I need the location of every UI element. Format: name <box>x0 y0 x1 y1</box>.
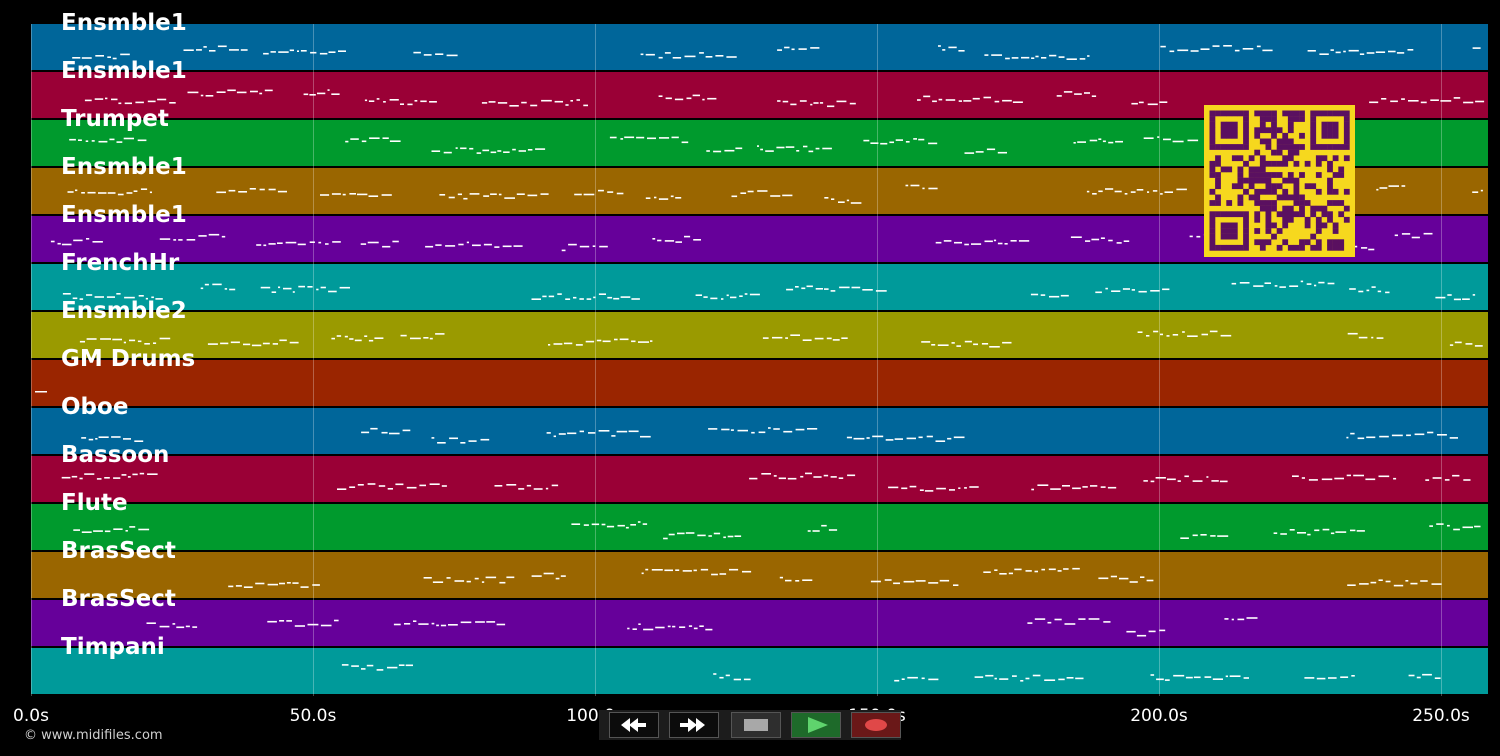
track-label: GM Drums <box>61 346 196 372</box>
time-tick-label: 250.0s <box>1412 706 1470 726</box>
track-lane[interactable] <box>31 600 1488 646</box>
gridline <box>595 24 596 696</box>
track-label: BrasSect <box>61 586 176 612</box>
track-lane[interactable] <box>31 264 1488 310</box>
track-label: BrasSect <box>61 538 176 564</box>
record-button[interactable] <box>851 712 901 738</box>
rewind-button[interactable] <box>609 712 659 738</box>
time-tick-label: 0.0s <box>13 706 49 726</box>
track-lane[interactable] <box>31 648 1488 694</box>
track-lane[interactable] <box>31 552 1488 598</box>
fast-forward-icon <box>680 718 705 732</box>
track-label: Bassoon <box>61 442 170 468</box>
track-lane[interactable] <box>31 360 1488 406</box>
copyright-text: © www.midifiles.com <box>24 728 163 743</box>
track-label: Ensmble1 <box>61 154 187 180</box>
stop-button[interactable] <box>731 712 781 738</box>
gridline <box>313 24 314 696</box>
gridline <box>1159 24 1160 696</box>
track-label: FrenchHr <box>61 250 180 276</box>
play-icon <box>808 717 828 733</box>
track-lane[interactable] <box>31 408 1488 454</box>
track-lane[interactable] <box>31 456 1488 502</box>
stop-icon <box>744 719 768 731</box>
track-lane[interactable] <box>31 504 1488 550</box>
rewind-icon <box>621 718 646 732</box>
track-lane[interactable] <box>31 24 1488 70</box>
track-lane[interactable] <box>31 312 1488 358</box>
track-label: Oboe <box>61 394 129 420</box>
time-tick-label: 50.0s <box>289 706 337 726</box>
transport-bar <box>599 710 901 740</box>
gridline <box>1441 24 1442 696</box>
record-icon <box>865 719 887 731</box>
track-label: Trumpet <box>61 106 169 132</box>
gridline <box>877 24 878 696</box>
qr-code-icon <box>1204 105 1355 257</box>
time-tick-label: 200.0s <box>1130 706 1188 726</box>
track-label: Ensmble1 <box>61 10 187 36</box>
track-label: Ensmble2 <box>61 298 187 324</box>
track-label: Ensmble1 <box>61 202 187 228</box>
gridline <box>31 24 32 696</box>
play-button[interactable] <box>791 712 841 738</box>
track-label: Flute <box>61 490 128 516</box>
fast-forward-button[interactable] <box>669 712 719 738</box>
track-label: Ensmble1 <box>61 58 187 84</box>
track-label: Timpani <box>61 634 165 660</box>
